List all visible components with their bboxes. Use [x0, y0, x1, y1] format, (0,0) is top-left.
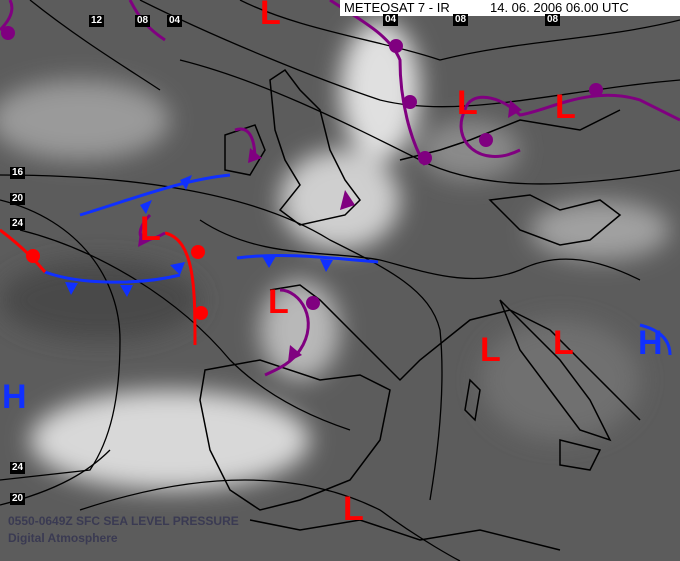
isobar-label: 04: [383, 14, 399, 26]
isobar-label: 20: [10, 493, 26, 505]
satellite-name: METEOSAT 7 - IR: [344, 0, 450, 15]
high-pressure-marker: H: [638, 324, 663, 362]
isobar-label: 16: [10, 167, 26, 179]
low-pressure-marker: L: [553, 324, 574, 362]
low-pressure-marker: L: [140, 210, 161, 248]
isobar-label: 08: [135, 15, 151, 27]
fronts: [0, 0, 680, 377]
isobar-label: 08: [545, 14, 561, 26]
high-pressure-marker: H: [2, 378, 27, 416]
low-pressure-marker: L: [343, 490, 364, 528]
isobar-label: 24: [10, 218, 26, 230]
low-pressure-marker: L: [555, 88, 576, 126]
timestamp: 14. 06. 2006 06.00 UTC: [490, 0, 629, 15]
isobar-label: 12: [89, 15, 105, 27]
front-symbols: [1, 26, 603, 362]
isobar-label: 08: [453, 14, 469, 26]
low-pressure-marker: L: [457, 84, 478, 122]
low-pressure-marker: L: [480, 331, 501, 369]
cloud-cover: [0, 20, 670, 490]
isobar-label: 20: [10, 193, 26, 205]
caption-source: Digital Atmosphere: [8, 531, 118, 545]
isobar-label: 24: [10, 462, 26, 474]
low-pressure-marker: L: [260, 0, 281, 32]
low-pressure-marker: L: [268, 283, 289, 321]
isobar-label: 04: [167, 15, 183, 27]
caption-title: 0550-0649Z SFC SEA LEVEL PRESSURE: [8, 514, 239, 528]
image-header: METEOSAT 7 - IR 14. 06. 2006 06.00 UTC: [340, 0, 680, 16]
